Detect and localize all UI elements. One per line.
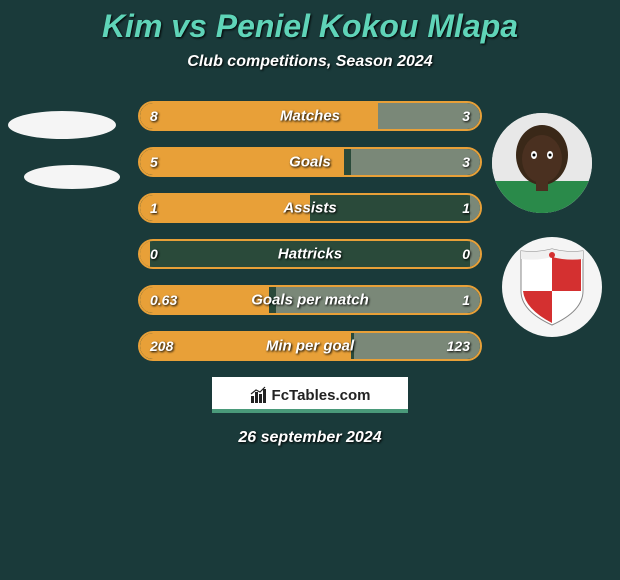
bar-value-right: 1 <box>462 200 470 216</box>
bar-value-left: 5 <box>150 154 158 170</box>
page-title: Kim vs Peniel Kokou Mlapa <box>0 8 620 45</box>
bar-row: 8 3 Matches <box>138 101 482 131</box>
footer-accent-line <box>212 409 408 413</box>
bar-label: Hattricks <box>278 246 342 263</box>
comparison-bars: 8 3 Matches 5 3 Goals 1 1 Assists 0 0 Hattricks 0.63… <box>138 101 482 361</box>
bar-label: Goals per match <box>251 292 369 309</box>
bar-value-right: 3 <box>462 108 470 124</box>
player-photo-icon <box>492 113 592 213</box>
bar-left-fill <box>140 103 378 129</box>
comparison-card: Kim vs Peniel Kokou Mlapa Club competiti… <box>0 0 620 447</box>
bar-row: 0.63 1 Goals per match <box>138 285 482 315</box>
chart-area: 8 3 Matches 5 3 Goals 1 1 Assists 0 0 Hattricks 0.63… <box>0 101 620 361</box>
bar-right-fill <box>470 241 480 267</box>
bar-right-fill <box>351 149 480 175</box>
bar-value-right: 1 <box>462 292 470 308</box>
bar-row: 5 3 Goals <box>138 147 482 177</box>
footer-date: 26 september 2024 <box>0 429 620 447</box>
bar-row: 208 123 Min per goal <box>138 331 482 361</box>
bar-value-left: 208 <box>150 338 173 354</box>
player-left-avatar-placeholder-2 <box>24 165 120 189</box>
bar-value-left: 0.63 <box>150 292 177 308</box>
bar-label: Min per goal <box>266 338 354 355</box>
footer-brand-label: FcTables.com <box>272 387 371 404</box>
bar-value-left: 0 <box>150 246 158 262</box>
chart-icon <box>250 386 268 404</box>
bar-value-left: 8 <box>150 108 158 124</box>
player-right-club-badge <box>502 237 602 337</box>
page-subtitle: Club competitions, Season 2024 <box>0 53 620 71</box>
bar-label: Goals <box>289 154 331 171</box>
bar-label: Matches <box>280 108 340 125</box>
player-left-avatar-placeholder-1 <box>8 111 116 139</box>
bar-value-right: 3 <box>462 154 470 170</box>
bar-value-right: 0 <box>462 246 470 262</box>
footer-brand-text: FcTables.com <box>250 386 371 404</box>
player-right-avatar <box>492 113 592 213</box>
bar-left-fill <box>140 241 150 267</box>
bar-value-left: 1 <box>150 200 158 216</box>
bar-row: 1 1 Assists <box>138 193 482 223</box>
bar-row: 0 0 Hattricks <box>138 239 482 269</box>
shield-icon <box>517 247 587 327</box>
footer-brand-badge[interactable]: FcTables.com <box>212 377 408 413</box>
bar-label: Assists <box>283 200 336 217</box>
bar-right-fill <box>470 195 480 221</box>
bar-value-right: 123 <box>447 338 470 354</box>
